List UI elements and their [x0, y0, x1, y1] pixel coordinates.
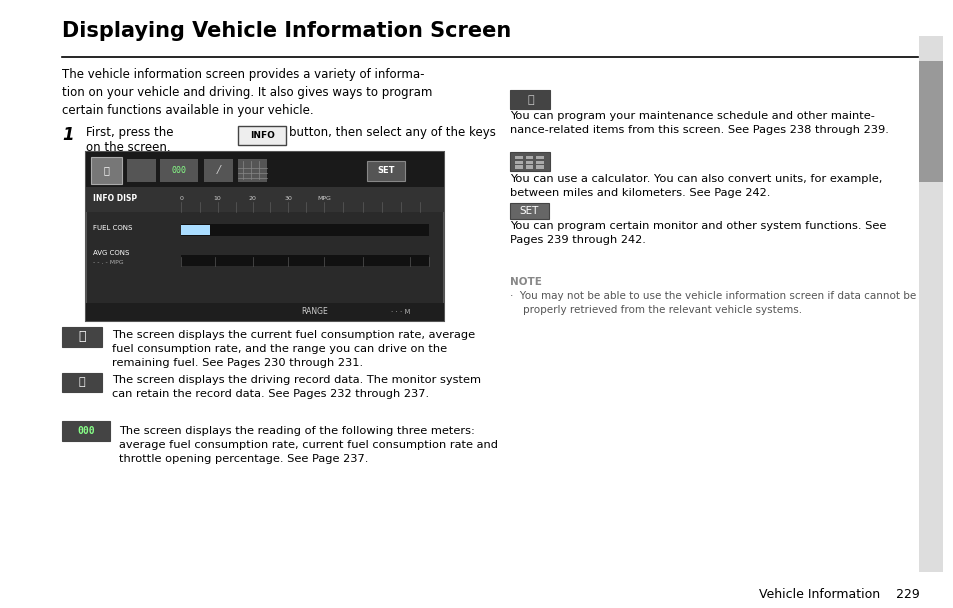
- Text: SET: SET: [377, 167, 395, 175]
- Bar: [918, 61, 942, 182]
- Bar: [510, 203, 548, 219]
- Text: on the screen.: on the screen.: [86, 141, 171, 154]
- Bar: [515, 156, 522, 159]
- Bar: [525, 156, 533, 159]
- Text: 🔧: 🔧: [527, 95, 533, 105]
- Bar: [525, 165, 533, 169]
- Text: The screen displays the driving record data. The monitor system
can retain the r: The screen displays the driving record d…: [112, 375, 480, 399]
- Bar: [515, 161, 522, 164]
- Text: ·  You may not be able to use the vehicle information screen if data cannot be
 : · You may not be able to use the vehicle…: [510, 291, 916, 314]
- Bar: [86, 152, 443, 187]
- Text: SET: SET: [519, 206, 538, 216]
- Bar: [515, 165, 522, 169]
- Text: - - . - MPG: - - . - MPG: [93, 260, 124, 265]
- Text: INFO DISP: INFO DISP: [93, 195, 137, 203]
- Bar: [91, 157, 122, 184]
- Text: AVG CONS: AVG CONS: [93, 250, 130, 256]
- Text: FUEL CONS: FUEL CONS: [93, 225, 132, 231]
- Text: 000: 000: [77, 426, 94, 436]
- Text: MPG: MPG: [317, 196, 331, 201]
- Bar: [62, 373, 102, 392]
- Bar: [160, 159, 198, 182]
- Text: You can program your maintenance schedule and other mainte-
nance-related items : You can program your maintenance schedul…: [510, 111, 888, 134]
- Bar: [536, 165, 543, 169]
- Bar: [181, 255, 429, 266]
- Bar: [238, 159, 267, 182]
- Bar: [536, 161, 543, 164]
- Text: INFO: INFO: [250, 131, 274, 140]
- Text: 1: 1: [62, 126, 73, 144]
- Text: 000: 000: [172, 166, 187, 174]
- Text: Vehicle Information    229: Vehicle Information 229: [759, 588, 919, 601]
- Text: ⛽: ⛽: [78, 330, 86, 344]
- Text: /: /: [216, 165, 220, 175]
- Text: The vehicle information screen provides a variety of informa-
tion on your vehic: The vehicle information screen provides …: [62, 68, 432, 117]
- Text: 0: 0: [179, 196, 183, 201]
- Bar: [918, 36, 942, 572]
- Bar: [181, 225, 210, 235]
- Bar: [181, 224, 429, 236]
- Text: button, then select any of the keys: button, then select any of the keys: [289, 126, 496, 139]
- Text: 10: 10: [213, 196, 221, 201]
- Bar: [62, 421, 110, 441]
- Bar: [86, 152, 443, 321]
- Text: Displaying Vehicle Information Screen: Displaying Vehicle Information Screen: [62, 21, 511, 41]
- Text: First, press the: First, press the: [86, 126, 173, 139]
- FancyBboxPatch shape: [238, 126, 286, 145]
- Bar: [510, 152, 550, 171]
- Text: RANGE: RANGE: [301, 308, 328, 316]
- Bar: [62, 327, 102, 347]
- Bar: [127, 159, 155, 182]
- Bar: [86, 303, 443, 321]
- Text: 📖: 📖: [79, 378, 85, 387]
- Bar: [525, 161, 533, 164]
- Text: You can program certain monitor and other system functions. See
Pages 239 throug: You can program certain monitor and othe…: [510, 221, 886, 245]
- Bar: [536, 156, 543, 159]
- Text: You can use a calculator. You can also convert units, for example,
between miles: You can use a calculator. You can also c…: [510, 174, 882, 198]
- Text: ⛽: ⛽: [103, 165, 110, 175]
- Bar: [86, 187, 443, 212]
- Bar: [367, 161, 405, 181]
- Text: The screen displays the current fuel consumption rate, average
fuel consumption : The screen displays the current fuel con…: [112, 330, 475, 367]
- Text: The screen displays the reading of the following three meters:
average fuel cons: The screen displays the reading of the f…: [119, 426, 497, 463]
- Text: 20: 20: [249, 196, 256, 201]
- Bar: [204, 159, 233, 182]
- Text: · · · M: · · · M: [391, 309, 410, 315]
- Text: 30: 30: [284, 196, 292, 201]
- Bar: [510, 90, 550, 109]
- Text: NOTE: NOTE: [510, 277, 541, 286]
